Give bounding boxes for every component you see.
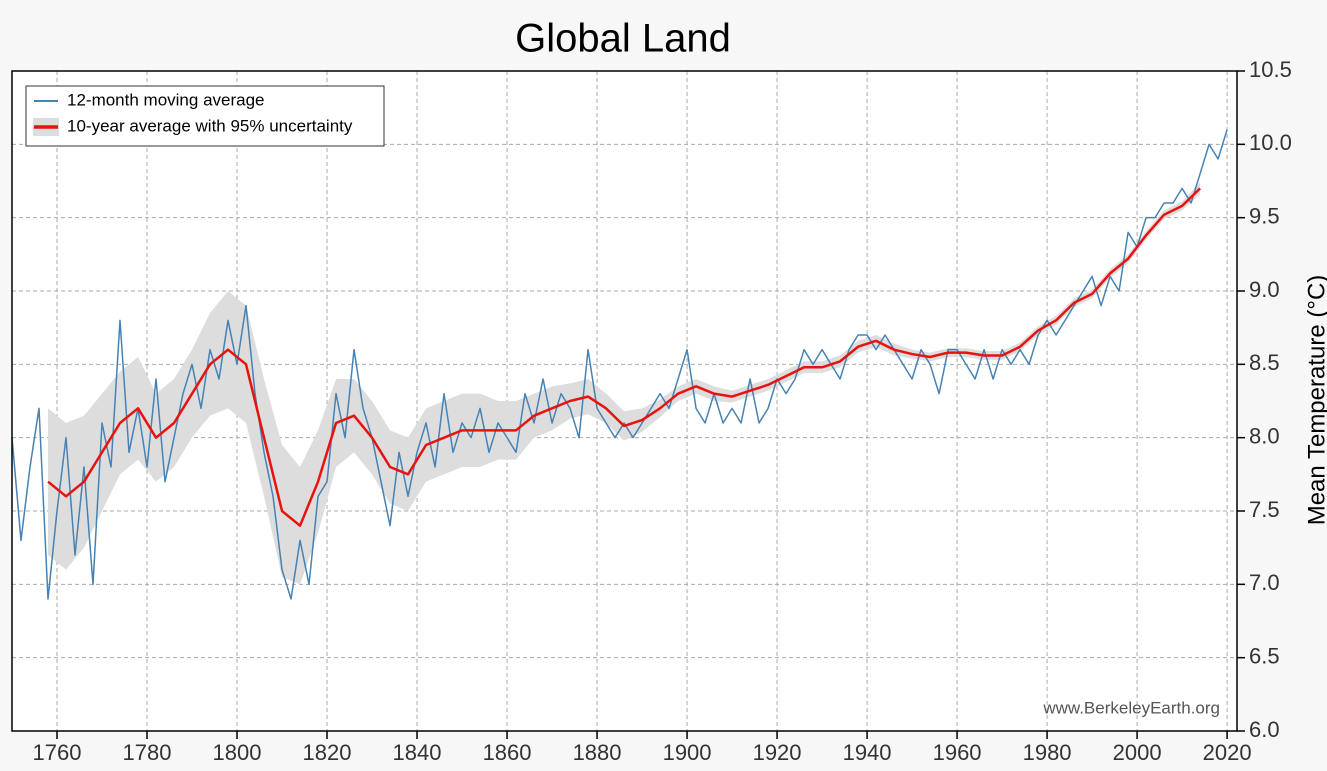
x-tick-label: 1780 <box>123 740 172 765</box>
y-axis-label: Mean Temperature (°C) <box>1303 275 1327 526</box>
x-tick-label: 1920 <box>753 740 802 765</box>
y-tick-label: 7.0 <box>1249 570 1280 595</box>
y-tick-label: 7.5 <box>1249 497 1280 522</box>
x-tick-label: 1900 <box>663 740 712 765</box>
y-tick-label: 8.0 <box>1249 423 1280 448</box>
x-tick-label: 1800 <box>213 740 262 765</box>
y-tick-label: 10.0 <box>1249 130 1292 155</box>
x-tick-label: 1880 <box>573 740 622 765</box>
x-tick-label: 2020 <box>1203 740 1252 765</box>
y-tick-label: 6.0 <box>1249 717 1280 742</box>
legend-label: 10-year average with 95% uncertainty <box>67 116 353 135</box>
plot <box>11 129 1228 600</box>
y-tick-label: 9.5 <box>1249 203 1280 228</box>
series-line <box>11 129 1228 600</box>
series-line <box>47 187 1201 527</box>
chart-title: Global Land <box>515 17 731 61</box>
watermark: www.BerkeleyEarth.org <box>1042 698 1220 717</box>
x-tick-label: 1980 <box>1023 740 1072 765</box>
y-tick-label: 6.5 <box>1249 643 1280 668</box>
legend: 12-month moving average 10-year average w… <box>25 85 385 147</box>
legend-label: 12-month moving average <box>67 90 265 109</box>
x-tick-label: 2000 <box>1113 740 1162 765</box>
x-tick-label: 1860 <box>483 740 532 765</box>
y-tick-label: 8.5 <box>1249 350 1280 375</box>
x-tick-label: 1840 <box>393 740 442 765</box>
y-tick-label: 9.0 <box>1249 277 1280 302</box>
x-tick-label: 1940 <box>843 740 892 765</box>
y-tick-label: 10.5 <box>1249 57 1292 82</box>
x-tick-label: 1760 <box>33 740 82 765</box>
legend-box <box>25 85 385 147</box>
plot-frame <box>11 70 1238 732</box>
x-tick-label: 1820 <box>303 740 352 765</box>
x-tick-label: 1960 <box>933 740 982 765</box>
